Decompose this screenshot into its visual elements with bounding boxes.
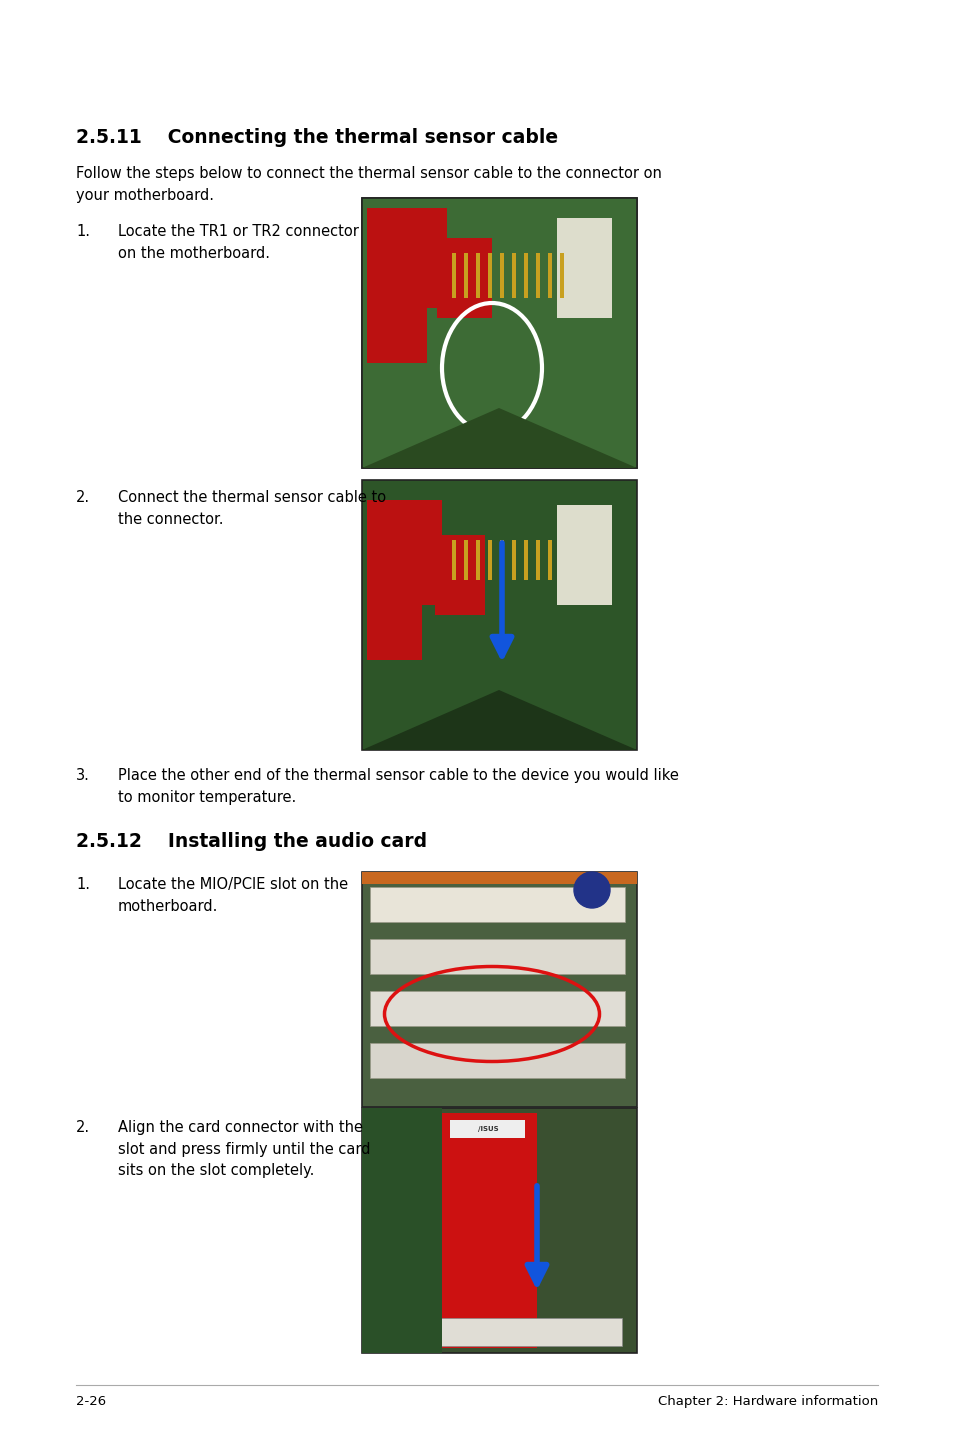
Bar (488, 541, 492, 580)
Bar (536, 253, 539, 298)
Text: Chapter 2: Hardware information: Chapter 2: Hardware information (657, 1395, 877, 1408)
Bar (361, 1109, 637, 1353)
Bar (499, 541, 503, 580)
Bar (512, 541, 516, 580)
Bar (450, 1120, 524, 1137)
Circle shape (574, 871, 609, 907)
Text: Place the other end of the thermal sensor cable to the device you would like
to : Place the other end of the thermal senso… (118, 768, 679, 805)
Bar (436, 239, 492, 318)
Text: Align the card connector with the
slot and press firmly until the card
sits on t: Align the card connector with the slot a… (118, 1120, 370, 1178)
Bar (559, 253, 563, 298)
Text: Locate the MIO/PCIE slot on the
motherboard.: Locate the MIO/PCIE slot on the motherbo… (118, 877, 348, 913)
Bar (361, 480, 637, 751)
Bar (372, 1319, 621, 1346)
Bar (441, 1113, 537, 1347)
Bar (557, 505, 612, 605)
Bar (499, 253, 503, 298)
Text: 1.: 1. (76, 224, 90, 239)
Text: Connect the thermal sensor cable to
the connector.: Connect the thermal sensor cable to the … (118, 490, 386, 526)
Bar (370, 887, 624, 922)
Bar (370, 991, 624, 1025)
Text: Locate the TR1 or TR2 connector
on the motherboard.: Locate the TR1 or TR2 connector on the m… (118, 224, 358, 260)
Bar (547, 541, 552, 580)
Bar (523, 541, 527, 580)
Text: 1.: 1. (76, 877, 90, 892)
Bar (370, 1043, 624, 1078)
Bar (367, 293, 427, 362)
Text: 3.: 3. (76, 768, 90, 784)
Bar (370, 939, 624, 974)
Text: 2.: 2. (76, 1120, 90, 1135)
Bar (476, 253, 479, 298)
Text: Follow the steps below to connect the thermal sensor cable to the connector on
y: Follow the steps below to connect the th… (76, 165, 661, 203)
Bar (557, 219, 612, 318)
Bar (367, 209, 447, 308)
Bar (463, 253, 468, 298)
Bar (452, 541, 456, 580)
Bar (435, 535, 484, 615)
Bar (361, 871, 637, 1107)
Bar (367, 590, 421, 660)
Bar (523, 253, 527, 298)
Text: 2.: 2. (76, 490, 90, 505)
Text: 2.5.11    Connecting the thermal sensor cable: 2.5.11 Connecting the thermal sensor cab… (76, 128, 558, 147)
Bar (476, 541, 479, 580)
Bar (488, 253, 492, 298)
Bar (361, 871, 637, 884)
Polygon shape (361, 690, 637, 751)
Bar (361, 198, 637, 467)
Bar (536, 541, 539, 580)
Text: /ISUS: /ISUS (477, 1126, 497, 1132)
Text: 2.5.12    Installing the audio card: 2.5.12 Installing the audio card (76, 833, 427, 851)
Bar (361, 198, 637, 467)
Bar (463, 541, 468, 580)
Bar (547, 253, 552, 298)
Bar (367, 500, 441, 605)
Text: 2-26: 2-26 (76, 1395, 106, 1408)
Bar (512, 253, 516, 298)
Polygon shape (361, 408, 637, 467)
Bar (361, 1109, 441, 1353)
Bar (452, 253, 456, 298)
